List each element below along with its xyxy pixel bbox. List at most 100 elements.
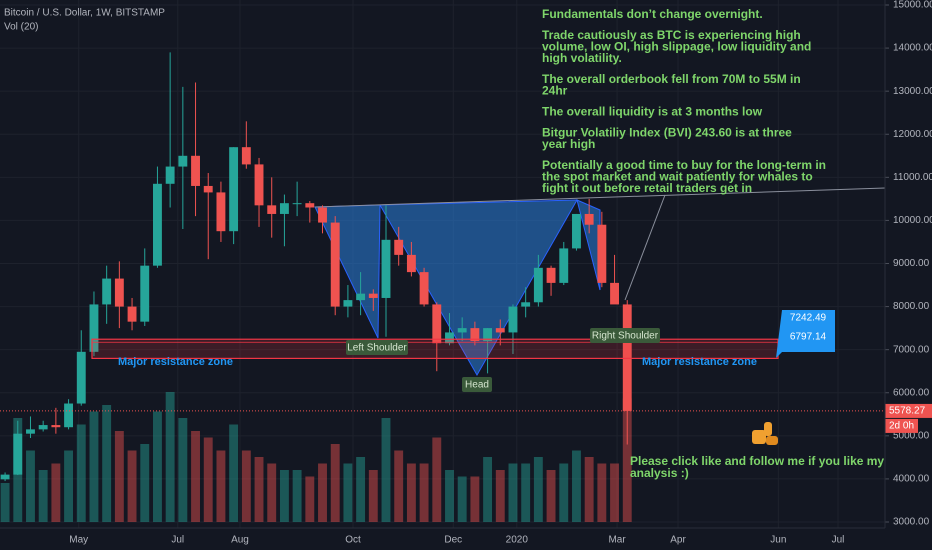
y-tick-label: 3000.00 [893,517,930,528]
symbol-title: Bitcoin / U.S. Dollar, 1W, BITSTAMP [4,8,165,19]
volume-bar [267,463,277,522]
candle-body [292,203,302,205]
overlay: Major resistance zone Major resistance zo… [0,7,932,480]
candle-body [64,403,74,428]
note-line: The overall orderbook fell from 70M to 5… [542,72,801,86]
candle-body [356,293,366,301]
note-line: Fundamentals don’t change overnight. [542,7,763,21]
candle-body [267,205,277,214]
price-range-top: 7242.49 [790,313,827,324]
volume-bar [203,437,213,522]
note-line: Trade cautiously as BTC is experiencing … [542,28,801,42]
x-tick-label: Apr [670,535,686,546]
trend-line [624,194,666,301]
volume-bar [0,483,10,522]
volume-bar [572,450,581,522]
volume-pane [0,392,632,522]
candle-body [241,147,251,165]
candle-body [432,304,442,344]
y-tick-label: 14000.00 [893,43,932,54]
candle-body [279,203,289,214]
footer-note: Please click like and follow me if you l… [630,454,884,468]
volume-bar [38,470,48,522]
volume-bar [127,450,137,522]
candle-body [114,278,124,307]
volume-title: Vol (20) [4,22,38,33]
volume-bar [216,450,226,522]
volume-bar [419,463,429,522]
note-line: Bitgur Volatiliy Index (BVI) 243.60 is a… [542,126,792,140]
volume-bar [368,470,378,522]
candle-body [254,164,264,206]
pattern-label-bg [346,340,408,355]
volume-bar [445,470,454,522]
volume-bar [229,424,239,522]
candle-body [445,332,454,344]
candle-body [470,328,480,342]
volume-bar [292,470,302,522]
x-tick-label: 2020 [506,535,529,546]
candle-body [559,248,569,283]
candle-body [483,328,493,342]
volume-bar [241,450,251,522]
volume-bar [495,470,505,522]
x-tick-label: Mar [608,535,626,546]
candle-body [533,267,543,303]
candle-body [165,166,175,184]
volume-bar [394,450,404,522]
volume-bar [622,398,632,522]
current-price-label: 5578.27 [889,406,926,417]
countdown-label: 2d 0h [889,421,914,432]
candle-body [521,302,531,307]
candle-body [0,474,10,480]
volume-bar [191,431,200,522]
candle-body [140,265,150,322]
candle-body [457,328,467,333]
candle-body [419,272,429,305]
volume-bar [305,476,315,522]
volume-bar [89,411,99,522]
x-tick-label: Dec [444,535,462,546]
neckline [314,187,886,208]
candle-body [51,425,61,428]
note-line: the spot market and wait patiently for w… [542,170,813,184]
candle-body [13,433,23,475]
pattern-label-bg [462,377,492,392]
candle-body [89,304,99,352]
candle-body [229,147,239,232]
y-tick-label: 6000.00 [893,387,930,398]
candle-body [318,207,327,223]
volume-bar [610,463,619,522]
volume-bar [102,405,112,522]
candle-body [153,183,162,266]
volume-bar [533,457,543,522]
candle-body [381,239,391,298]
volume-bar [279,470,289,522]
volume-bar [457,476,467,522]
y-tick-label: 10000.00 [893,215,932,226]
pattern-label: Left Shoulder [347,343,407,354]
volume-bar [432,437,442,522]
candle-body [76,351,86,404]
volume-bar [406,463,416,522]
candle-body [572,213,581,249]
candle-body [622,304,632,411]
footer-note: analysis :) [630,466,689,480]
y-tick-label: 9000.00 [893,258,930,269]
thumbs-up-icon [752,422,778,445]
candle-body [127,306,137,322]
current-price-box [885,403,932,418]
candle-body [368,293,378,298]
volume-bar [508,463,518,522]
volume-bar [559,463,569,522]
volume-bar [51,463,61,522]
volume-bar [153,411,162,522]
candle-body [610,282,619,305]
y-tick-label: 5000.00 [893,430,930,441]
volume-bar [470,476,480,522]
x-tick-label: Jul [832,535,845,546]
volume-bar [584,457,594,522]
volume-bar [114,431,124,522]
resistance-label: Major resistance zone [118,356,233,368]
